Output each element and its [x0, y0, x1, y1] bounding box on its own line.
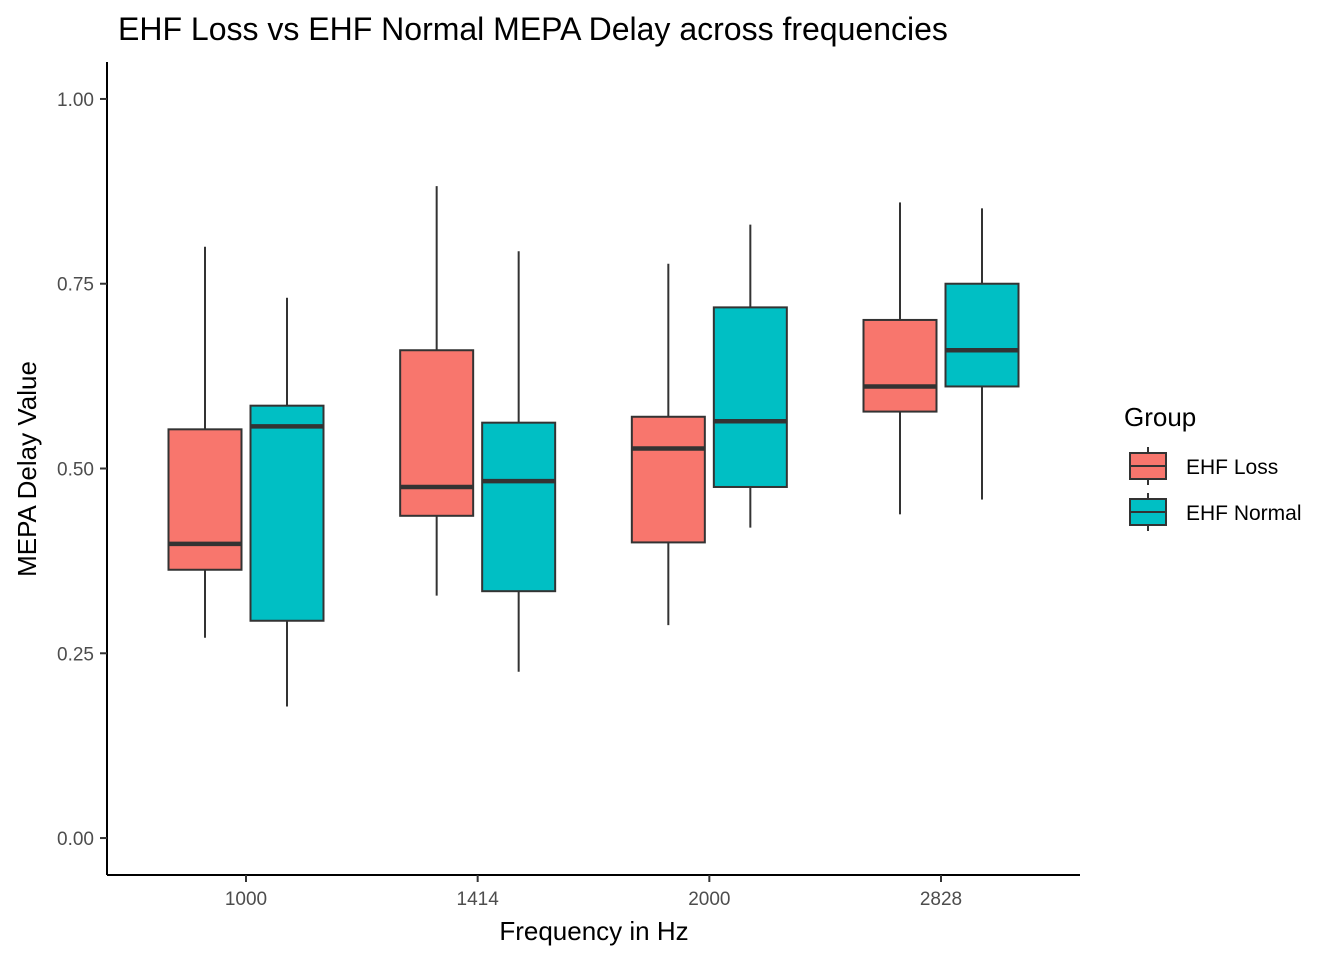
- box-ehf-loss: [862, 202, 938, 515]
- box-ehf-normal: [481, 251, 557, 672]
- y-axis-title: MEPA Delay Value: [12, 361, 42, 577]
- box-ehf-loss: [399, 186, 475, 596]
- x-tick-label: 1414: [457, 889, 500, 910]
- y-tick-label: 0.25: [57, 644, 94, 665]
- x-axis-ticks: 1000 1414 2000 2828: [225, 875, 962, 910]
- iqr-box: [862, 318, 938, 413]
- y-tick-label: 1.00: [57, 90, 94, 111]
- y-tick-label: 0.75: [57, 275, 94, 296]
- iqr-box: [167, 428, 243, 571]
- legend-label: EHF Normal: [1186, 502, 1302, 525]
- box-ehf-loss: [630, 263, 706, 626]
- iqr-box: [630, 415, 706, 544]
- legend-label: EHF Loss: [1186, 456, 1278, 479]
- box-ehf-normal: [249, 297, 325, 707]
- y-tick-label: 0.50: [57, 460, 94, 481]
- legend-key: [1129, 447, 1167, 485]
- iqr-box: [712, 306, 788, 488]
- box-ehf-normal: [944, 208, 1020, 500]
- x-tick-label: 2000: [688, 889, 730, 910]
- box-ehf-loss: [167, 246, 243, 638]
- plot-area: [167, 186, 1020, 707]
- legend-title: Group: [1124, 402, 1196, 432]
- x-tick-label: 1000: [225, 889, 267, 910]
- legend-key: [1129, 493, 1167, 531]
- y-axis-ticks: 0.00 0.25 0.50 0.75 1.00: [57, 90, 107, 850]
- iqr-box: [249, 404, 325, 622]
- iqr-box: [944, 282, 1020, 388]
- legend: Group EHF Loss EHF Normal: [1124, 402, 1302, 531]
- box-ehf-normal: [712, 224, 788, 528]
- iqr-box: [399, 349, 475, 517]
- x-axis-title: Frequency in Hz: [499, 916, 688, 946]
- x-tick-label: 2828: [920, 889, 962, 910]
- chart-title: EHF Loss vs EHF Normal MEPA Delay across…: [118, 11, 948, 47]
- iqr-box: [481, 421, 557, 593]
- y-tick-label: 0.00: [57, 829, 94, 850]
